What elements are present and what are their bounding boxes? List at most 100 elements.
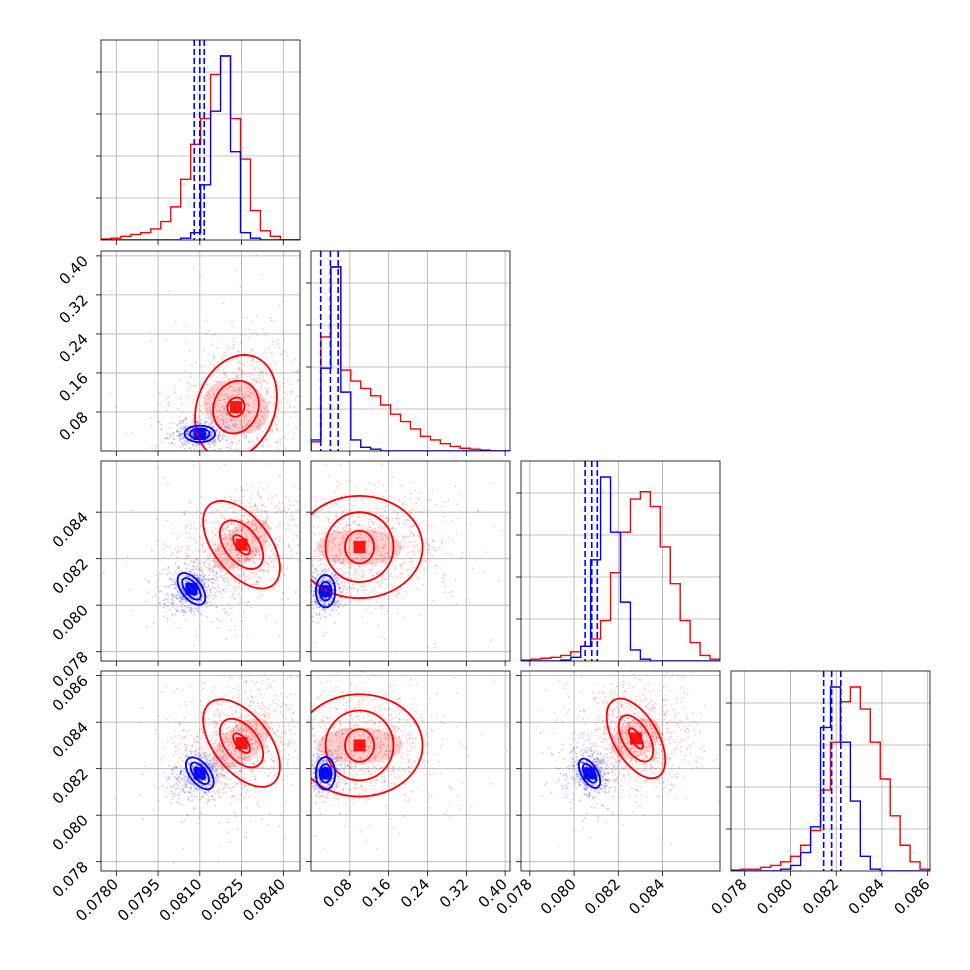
sample-point	[441, 541, 444, 544]
sample-point	[382, 527, 385, 530]
sample-point	[409, 529, 411, 532]
sample-point	[177, 535, 180, 538]
sample-point	[357, 341, 359, 343]
sample-point	[323, 603, 325, 606]
sample-point	[248, 421, 251, 424]
sample-point	[379, 584, 382, 587]
sample-point	[218, 587, 220, 590]
sample-point	[273, 732, 276, 735]
sample-point	[313, 570, 316, 573]
sample-point	[288, 729, 291, 731]
sample-point	[333, 491, 336, 494]
sample-point	[248, 471, 250, 473]
sample-point	[288, 406, 291, 408]
sample-point	[170, 456, 172, 458]
sample-point	[304, 809, 306, 811]
sample-point	[185, 580, 188, 583]
sample-point	[338, 549, 341, 552]
sample-point	[165, 593, 168, 595]
sample-point	[331, 573, 333, 576]
sample-point	[317, 590, 319, 592]
sample-point	[273, 679, 275, 682]
sample-point	[110, 289, 113, 292]
sample-point	[184, 418, 187, 421]
sample-point	[226, 426, 229, 429]
sample-point	[219, 620, 222, 623]
sample-point	[243, 437, 245, 440]
sample-point	[208, 723, 211, 726]
sample-point	[188, 555, 191, 557]
sample-point	[196, 557, 199, 560]
sample-point	[181, 503, 183, 505]
sample-point	[192, 577, 194, 580]
sample-point	[259, 419, 261, 421]
sample-point	[358, 573, 361, 576]
sample-point	[179, 600, 181, 603]
sample-point	[352, 558, 355, 561]
sample-point	[345, 525, 348, 528]
sample-point	[185, 554, 188, 557]
sample-point	[312, 575, 315, 577]
sample-point	[221, 412, 224, 414]
sample-point	[224, 412, 227, 415]
sample-point	[271, 496, 274, 499]
blue-histogram-0	[101, 55, 300, 240]
sample-point	[307, 531, 309, 533]
sample-point	[226, 446, 229, 449]
sample-point	[307, 699, 309, 701]
sample-point	[234, 411, 237, 414]
sample-point	[336, 582, 339, 585]
sample-point	[307, 714, 309, 716]
sample-point	[216, 387, 219, 390]
sample-point	[292, 546, 294, 548]
sample-point	[223, 552, 226, 555]
sample-point	[257, 507, 260, 510]
sample-point	[232, 570, 235, 573]
sample-point	[392, 576, 395, 579]
sample-point	[169, 433, 172, 436]
sample-point	[240, 716, 243, 719]
sample-point	[215, 590, 218, 593]
sample-point	[315, 614, 318, 616]
sample-point	[214, 726, 217, 729]
sample-point	[251, 535, 254, 538]
sample-point	[256, 510, 259, 513]
sample-point	[390, 527, 393, 530]
sample-point	[178, 626, 181, 629]
sample-point	[270, 502, 273, 504]
sample-point	[242, 569, 245, 572]
sample-point	[238, 518, 241, 521]
sample-point	[333, 577, 335, 580]
sample-point	[243, 555, 246, 557]
sample-point	[292, 518, 295, 520]
sample-point	[268, 750, 270, 753]
sample-point	[178, 422, 181, 425]
sample-point	[277, 448, 279, 451]
sample-point	[257, 422, 260, 424]
sample-point	[214, 533, 216, 536]
sample-point	[281, 756, 284, 759]
sample-point	[248, 419, 251, 422]
sample-point	[263, 488, 265, 490]
sample-point	[188, 456, 190, 458]
x-tick-label: 0.086	[890, 875, 933, 918]
sample-point	[214, 579, 217, 581]
sample-point	[238, 756, 241, 759]
sample-point	[193, 561, 196, 564]
sample-point	[397, 557, 399, 559]
sample-point	[279, 735, 281, 738]
sample-point	[328, 580, 331, 583]
sample-point	[245, 403, 247, 406]
sample-point	[176, 610, 179, 613]
sample-point	[242, 425, 245, 428]
sample-point	[227, 748, 229, 751]
sample-point	[293, 725, 296, 728]
sample-point	[219, 795, 222, 798]
sample-point	[370, 529, 373, 532]
sample-point	[340, 541, 342, 544]
sample-point	[212, 449, 214, 451]
sample-point	[266, 565, 268, 567]
sample-point	[332, 590, 335, 593]
sample-point	[179, 480, 181, 482]
sample-point	[205, 416, 208, 419]
